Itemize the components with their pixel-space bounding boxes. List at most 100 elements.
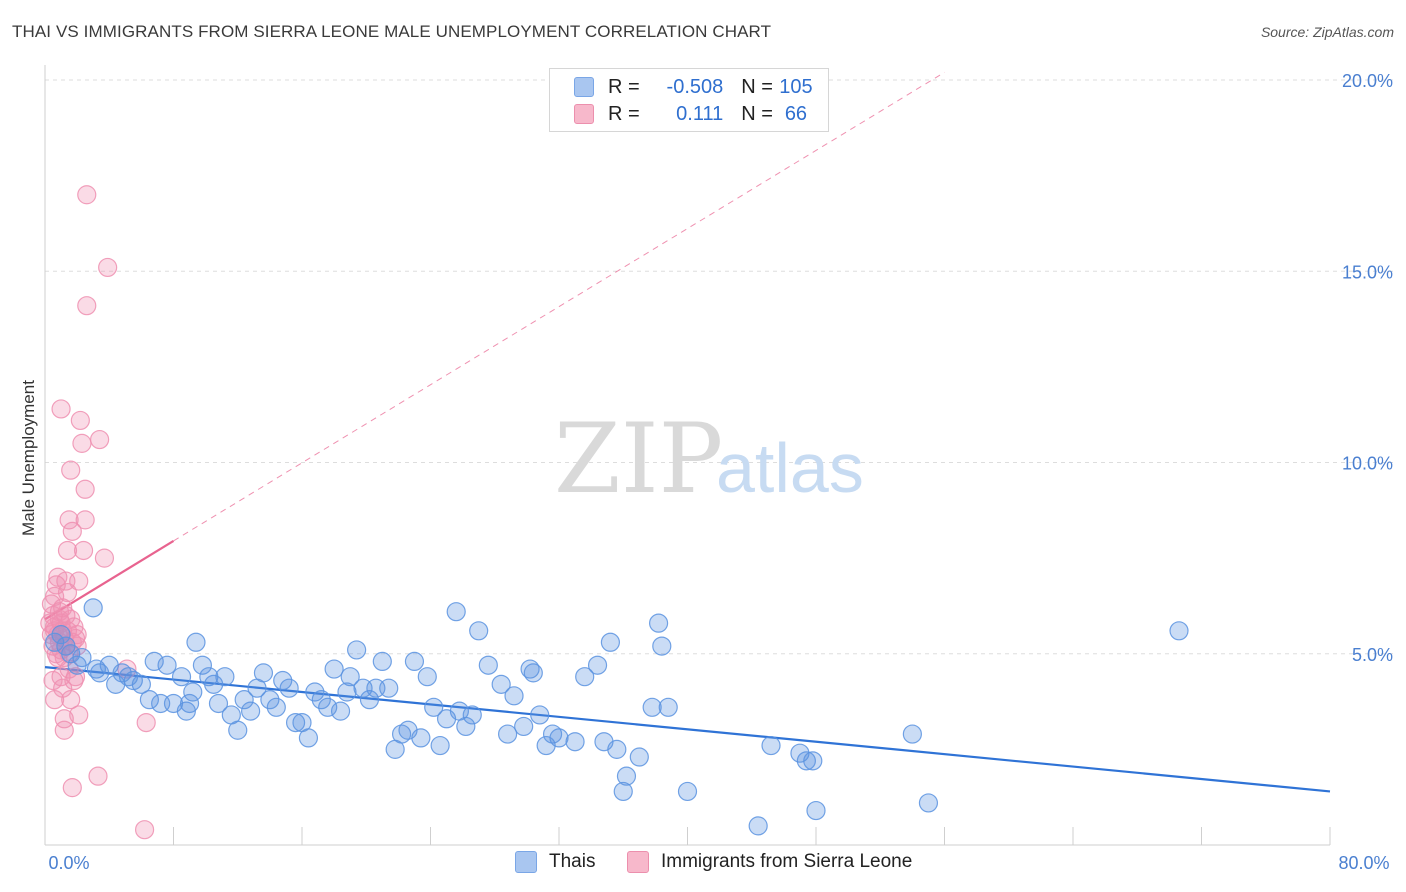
legend-row-thais: R = -0.508 N = 105 — [574, 74, 819, 100]
thais-point-8 — [90, 663, 110, 683]
sierra-leone-point-31 — [67, 625, 87, 645]
series-sierra-leone-points — [40, 185, 156, 840]
thais-point-34 — [253, 663, 274, 683]
thais-point-103 — [179, 693, 200, 714]
thais-point-23 — [186, 632, 206, 652]
sierra-leone-point-36 — [53, 678, 73, 698]
trend-line-0 — [44, 666, 1331, 793]
thais-point-37 — [273, 670, 293, 691]
watermark: ZIP atlas — [554, 403, 864, 515]
thais-point-70 — [491, 674, 511, 694]
sierra-leone-point-42 — [61, 460, 81, 480]
thais-point-0 — [45, 632, 65, 652]
bottom-legend-label-thais: Thais — [549, 851, 596, 872]
thais-point-100 — [902, 724, 922, 744]
thais-point-97 — [796, 751, 816, 771]
legend-n-label: N = — [741, 75, 773, 98]
sierra-leone-point-50 — [72, 433, 92, 453]
legend-n-label: N = — [741, 102, 773, 125]
thais-point-59 — [411, 728, 431, 748]
sierra-leone-point-43 — [62, 521, 82, 541]
sierra-leone-point-41 — [61, 690, 81, 710]
x-tick-label-1: 80.0% — [1338, 853, 1389, 873]
thais-point-46 — [330, 701, 351, 721]
bottom-swatch-thais — [515, 851, 537, 873]
thais-point-53 — [372, 651, 392, 672]
series-thais-points — [45, 598, 1189, 836]
thais-point-71 — [498, 724, 518, 744]
thais-point-79 — [549, 728, 569, 748]
y-tick-label-0: 5.0% — [1352, 645, 1393, 665]
tick-labels: 5.0% 10.0% 15.0% 20.0% 0.0% 80.0% — [48, 71, 1393, 873]
grid-lines — [45, 79, 1395, 655]
bottom-legend-label-sierra-leone: Immigrants from Sierra Leone — [661, 851, 913, 872]
thais-point-102 — [1169, 621, 1189, 641]
thais-point-73 — [514, 716, 534, 737]
x-tick-label-0: 0.0% — [48, 853, 89, 873]
thais-point-49 — [347, 640, 367, 660]
thais-point-76 — [530, 705, 550, 725]
sierra-leone-point-57 — [90, 429, 110, 450]
thais-point-15 — [139, 690, 160, 710]
thais-point-72 — [504, 686, 524, 706]
legend-r-value-sierra-leone: 0.111 — [676, 102, 724, 125]
thais-point-22 — [183, 682, 203, 702]
thais-point-75 — [523, 663, 543, 683]
thais-point-38 — [279, 678, 299, 698]
thais-point-82 — [587, 655, 608, 675]
thais-point-94 — [748, 816, 768, 836]
thais-point-91 — [652, 636, 672, 656]
thais-point-14 — [131, 674, 151, 694]
sierra-leone-point-33 — [45, 690, 65, 710]
legend-r-label: R = — [608, 102, 640, 125]
sierra-leone-point-48 — [69, 705, 89, 725]
sierra-leone-point-37 — [54, 709, 74, 729]
sierra-leone-point-62 — [136, 712, 156, 733]
thais-point-28 — [215, 667, 235, 687]
thais-point-54 — [379, 678, 399, 698]
thais-point-98 — [803, 751, 823, 771]
thais-point-92 — [658, 697, 678, 717]
sierra-leone-point-8 — [46, 575, 66, 595]
thais-point-62 — [430, 735, 450, 756]
thais-point-5 — [72, 647, 92, 668]
sierra-leone-point-35 — [51, 399, 71, 419]
source-label: Source: ZipAtlas.com — [1260, 24, 1394, 40]
thais-point-101 — [918, 793, 939, 813]
thais-point-84 — [600, 632, 621, 652]
thais-point-86 — [613, 781, 633, 802]
thais-point-1 — [51, 625, 71, 645]
watermark-atlas: atlas — [716, 429, 864, 507]
thais-point-6 — [83, 598, 103, 618]
thais-point-80 — [565, 732, 585, 752]
thais-point-44 — [318, 697, 338, 717]
thais-point-61 — [424, 697, 444, 717]
thais-point-3 — [61, 644, 81, 664]
thais-point-67 — [462, 705, 482, 725]
sierra-leone-point-44 — [62, 778, 82, 798]
y-tick-label-1: 10.0% — [1342, 454, 1393, 474]
legend-n-value-thais: 105 — [779, 75, 813, 98]
thais-point-69 — [478, 655, 498, 675]
legend-r-label: R = — [608, 75, 640, 98]
sierra-leone-point-54 — [77, 185, 97, 205]
thais-point-36 — [266, 697, 286, 717]
bottom-legend-sierra-leone: Immigrants from Sierra Leone — [627, 851, 912, 873]
thais-point-32 — [241, 701, 261, 721]
y-tick-label-3: 20.0% — [1342, 71, 1393, 91]
axes — [44, 65, 1331, 846]
bottom-swatch-sierra-leone — [627, 851, 649, 873]
y-tick-label-2: 15.0% — [1342, 262, 1393, 282]
sierra-leone-point-49 — [70, 410, 90, 431]
sierra-leone-point-55 — [77, 296, 97, 316]
thais-point-35 — [260, 690, 280, 710]
thais-point-99 — [806, 800, 826, 821]
thais-point-51 — [359, 690, 380, 710]
legend-r-value-thais: -0.508 — [666, 75, 724, 98]
thais-point-88 — [629, 747, 649, 767]
legend-row-sierra-leone: R = 0.111 N = 66 — [574, 101, 819, 127]
thais-point-89 — [642, 697, 662, 717]
legend-swatch-thais — [574, 77, 594, 97]
sierra-leone-point-32 — [43, 670, 63, 691]
